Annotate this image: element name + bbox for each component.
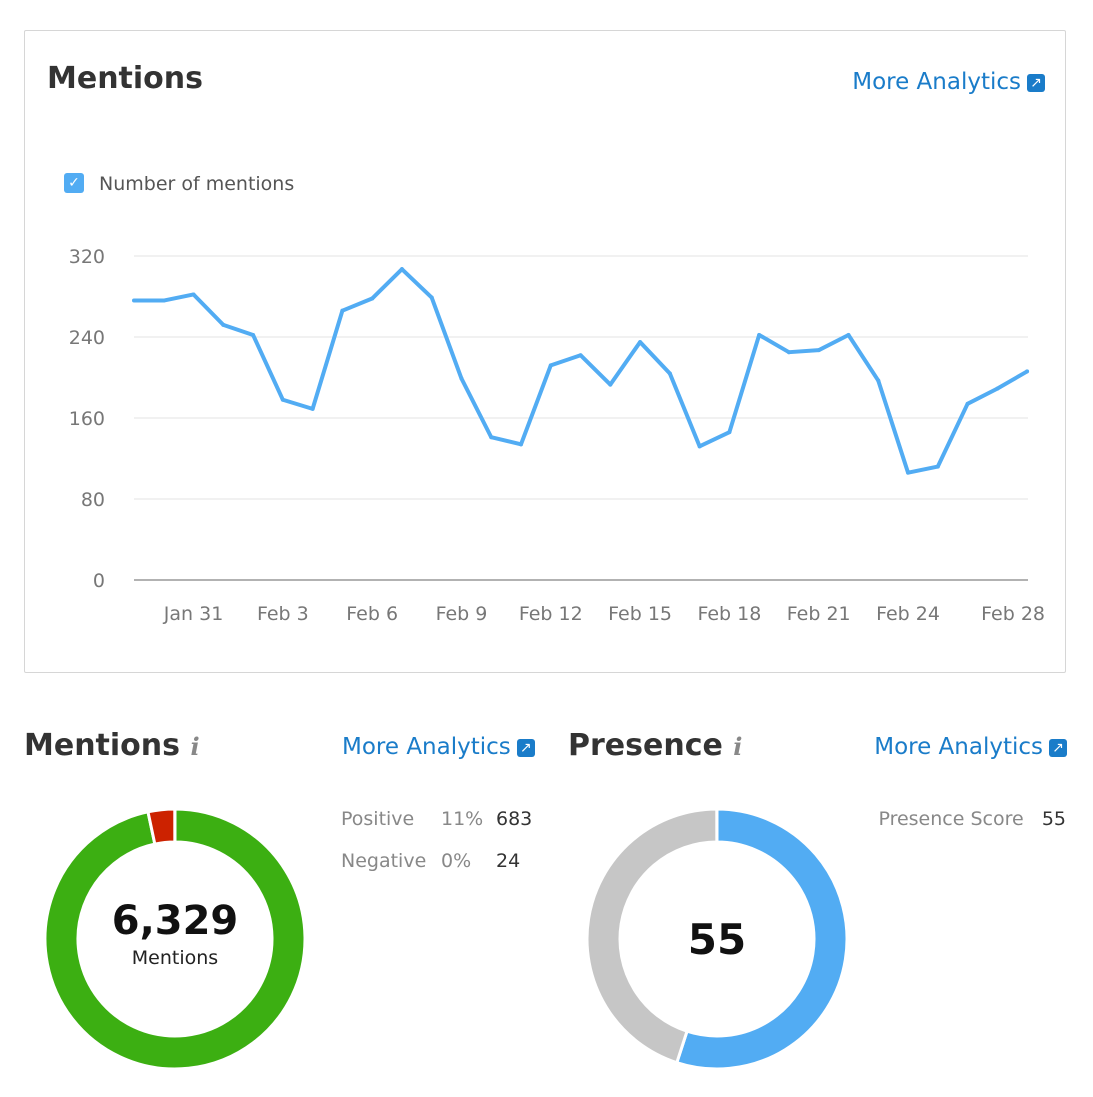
y-tick-label: 240 [69, 327, 105, 349]
data-point[interactable] [221, 322, 226, 327]
data-point[interactable] [489, 435, 494, 440]
x-tick-label: Feb 15 [608, 603, 672, 625]
data-point[interactable] [519, 442, 524, 447]
data-point[interactable] [667, 371, 672, 376]
data-point[interactable] [608, 382, 613, 387]
data-point[interactable] [1025, 369, 1030, 374]
line-chart: 0 80 160 240 320 Jan 31 Feb 3 Feb 6 Feb 9 Feb 12 F… [69, 246, 1045, 625]
presence-title: Presence i [568, 728, 743, 763]
mentions-total: 6,329 [111, 898, 239, 944]
data-point[interactable] [638, 340, 643, 345]
data-point[interactable] [846, 332, 851, 337]
y-tick-label: 320 [69, 246, 105, 268]
x-tick-label: Feb 12 [519, 603, 583, 625]
presence-more-analytics-link[interactable]: More Analytics ↗ [874, 734, 1067, 760]
data-point[interactable] [548, 363, 553, 368]
data-point[interactable] [310, 406, 315, 411]
mentions-chart-card: Mentions More Analytics ↗ ✓ Number of men… [24, 30, 1066, 673]
more-analytics-label: More Analytics [874, 734, 1043, 760]
x-tick-label: Feb 6 [346, 603, 398, 625]
data-point[interactable] [399, 267, 404, 272]
data-point[interactable] [578, 353, 583, 358]
external-link-icon: ↗ [1049, 738, 1067, 757]
stat-row-negative: Negative 0% 24 [341, 850, 521, 872]
donut-segment-score[interactable] [674, 808, 848, 1070]
more-analytics-label: More Analytics [342, 734, 511, 760]
mentions-more-analytics-link[interactable]: More Analytics ↗ [342, 734, 535, 760]
data-point[interactable] [786, 350, 791, 355]
data-point[interactable] [459, 376, 464, 381]
data-point[interactable] [816, 348, 821, 353]
data-point[interactable] [132, 298, 136, 303]
data-point[interactable] [340, 308, 345, 313]
donut-segment-positive[interactable] [44, 808, 306, 1070]
donut-segment-negative[interactable] [146, 808, 177, 846]
data-point[interactable] [697, 444, 702, 449]
x-tick-label: Jan 31 [163, 603, 224, 625]
more-analytics-label: More Analytics [852, 69, 1021, 95]
data-point[interactable] [995, 386, 1000, 391]
presence-score-row: Presence Score 55 [878, 808, 1066, 830]
x-tick-label: Feb 18 [697, 603, 761, 625]
mentions-title: Mentions i [24, 728, 200, 763]
x-tick-label: Feb 28 [981, 603, 1045, 625]
mentions-donut [44, 808, 306, 1070]
data-point[interactable] [251, 332, 256, 337]
y-tick-label: 0 [93, 570, 105, 592]
x-tick-label: Feb 21 [787, 603, 851, 625]
data-point[interactable] [906, 470, 911, 475]
series-line [134, 267, 1029, 475]
data-point[interactable] [370, 296, 375, 301]
data-point[interactable] [876, 378, 881, 383]
data-point[interactable] [280, 397, 285, 402]
legend-label: Number of mentions [99, 173, 295, 195]
external-link-icon: ↗ [1027, 73, 1045, 92]
y-tick-label: 80 [81, 489, 105, 511]
data-point[interactable] [757, 332, 762, 337]
info-icon[interactable]: i [733, 732, 743, 761]
data-point[interactable] [965, 401, 970, 406]
data-point[interactable] [935, 464, 940, 469]
x-tick-label: Feb 3 [257, 603, 309, 625]
data-point[interactable] [161, 298, 166, 303]
x-tick-label: Feb 24 [876, 603, 940, 625]
presence-score-center: 55 [687, 915, 747, 964]
data-point[interactable] [191, 292, 196, 297]
presence-donut [586, 808, 848, 1070]
external-link-icon: ↗ [516, 738, 535, 757]
donut-segment-remainder[interactable] [586, 808, 719, 1065]
info-icon[interactable]: i [190, 732, 200, 761]
mentions-total-label: Mentions [131, 947, 219, 969]
legend-checkbox[interactable]: ✓ [64, 173, 84, 193]
data-point[interactable] [429, 295, 434, 300]
x-tick-label: Feb 9 [436, 603, 488, 625]
data-point[interactable] [727, 430, 732, 435]
stat-row-positive: Positive 11% 683 [341, 808, 533, 830]
more-analytics-link[interactable]: More Analytics ↗ [852, 69, 1045, 95]
y-tick-label: 160 [69, 408, 105, 430]
card-title: Mentions [47, 61, 204, 96]
